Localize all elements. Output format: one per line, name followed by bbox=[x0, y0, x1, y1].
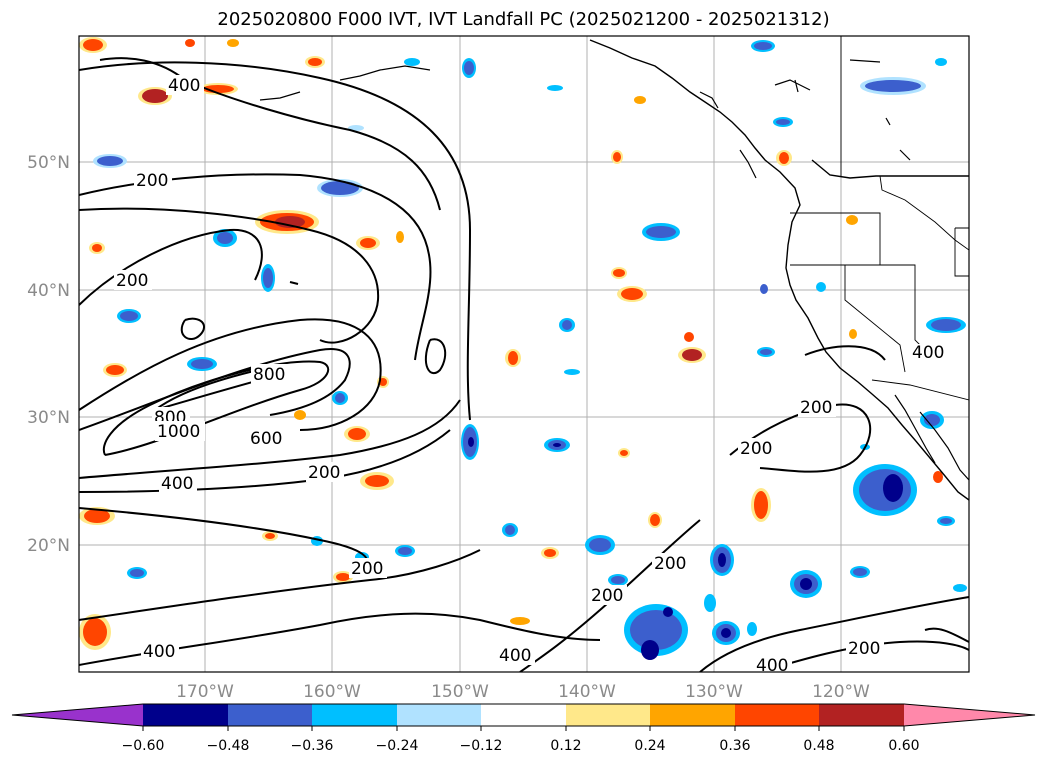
latitude-labels: 50°N 40°N 30°N 20°N bbox=[27, 153, 70, 556]
colorbar: −0.60 −0.48 −0.36 −0.24 −0.12 0.12 0.24 … bbox=[11, 703, 1036, 754]
colorbar-tick-label: −0.48 bbox=[207, 738, 250, 754]
negative-anomaly-shading bbox=[93, 40, 967, 660]
colorbar-tick-label: −0.12 bbox=[460, 738, 503, 754]
colorbar-max-extension bbox=[904, 704, 1035, 726]
lon-label: 130°W bbox=[685, 682, 743, 702]
colorbar-segment bbox=[143, 704, 228, 726]
colorbar-min-extension bbox=[12, 704, 143, 726]
contour-label: 400 bbox=[168, 76, 200, 96]
contour-label: 400 bbox=[912, 343, 944, 363]
map-title: 2025020800 F000 IVT, IVT Landfall PC (20… bbox=[217, 9, 830, 30]
colorbar-tick-label: 0.36 bbox=[719, 738, 750, 754]
colorbar-segment bbox=[228, 704, 312, 726]
lon-label: 120°W bbox=[812, 682, 870, 702]
contour-labels: 400 200 200 800 800 1000 600 200 400 200… bbox=[114, 75, 944, 676]
colorbar-tick-label: −0.60 bbox=[122, 738, 165, 754]
positive-anomaly-shading bbox=[79, 37, 943, 650]
contour-label: 400 bbox=[756, 656, 788, 676]
colorbar-segment bbox=[735, 704, 819, 726]
colorbar-tick-label: 0.60 bbox=[888, 738, 919, 754]
colorbar-tick-label: 0.12 bbox=[550, 738, 581, 754]
lat-label: 50°N bbox=[27, 153, 70, 173]
contour-label: 800 bbox=[253, 365, 285, 385]
colorbar-tick-label: 0.48 bbox=[803, 738, 834, 754]
contour-label: 200 bbox=[654, 554, 686, 574]
colorbar-tick-label: −0.36 bbox=[291, 738, 334, 754]
contour-label: 400 bbox=[143, 642, 175, 662]
coastlines-and-borders bbox=[259, 36, 969, 501]
contour-label: 200 bbox=[308, 463, 340, 483]
colorbar-segment bbox=[566, 704, 650, 726]
contour-label: 400 bbox=[161, 474, 193, 494]
colorbar-tick-label: 0.24 bbox=[634, 738, 665, 754]
lon-label: 140°W bbox=[558, 682, 616, 702]
lat-label: 30°N bbox=[27, 408, 70, 428]
lon-label: 170°W bbox=[176, 682, 234, 702]
map-frame bbox=[78, 35, 970, 673]
contour-label: 1000 bbox=[157, 422, 200, 442]
contour-label: 200 bbox=[116, 271, 148, 291]
longitude-labels: 170°W 160°W 150°W 140°W 130°W 120°W bbox=[176, 682, 870, 702]
colorbar-segment bbox=[819, 704, 904, 726]
contour-label: 200 bbox=[740, 439, 772, 459]
contour-label: 200 bbox=[351, 559, 383, 579]
contour-label: 200 bbox=[800, 398, 832, 418]
contour-label: 400 bbox=[499, 646, 531, 666]
colorbar-segment bbox=[481, 704, 566, 726]
lon-label: 160°W bbox=[303, 682, 361, 702]
colorbar-segment bbox=[312, 704, 397, 726]
contour-label: 200 bbox=[136, 171, 168, 191]
lat-label: 20°N bbox=[27, 536, 70, 556]
contour-label: 200 bbox=[591, 586, 623, 606]
contour-label: 200 bbox=[848, 639, 880, 659]
contour-label: 600 bbox=[250, 429, 282, 449]
lat-label: 40°N bbox=[27, 281, 70, 301]
colorbar-segment bbox=[397, 704, 481, 726]
map-area bbox=[79, 36, 969, 672]
colorbar-segment bbox=[650, 704, 735, 726]
colorbar-tick-label: −0.24 bbox=[376, 738, 419, 754]
lon-label: 150°W bbox=[431, 682, 489, 702]
